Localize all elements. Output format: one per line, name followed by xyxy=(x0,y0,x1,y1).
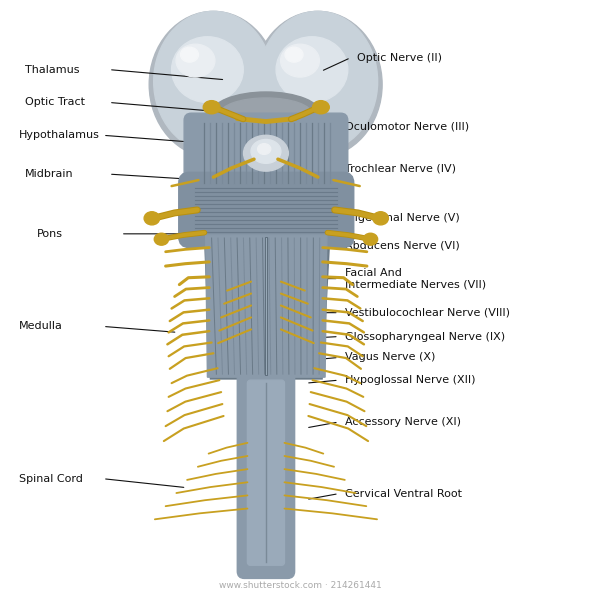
Text: Cervical Ventral Root: Cervical Ventral Root xyxy=(345,489,462,499)
Ellipse shape xyxy=(241,123,251,133)
Text: Trochlear Nerve (IV): Trochlear Nerve (IV) xyxy=(345,163,456,173)
Polygon shape xyxy=(206,235,327,377)
Text: www.shutterstock.com · 214261441: www.shutterstock.com · 214261441 xyxy=(218,580,382,590)
Text: Optic Nerve (II): Optic Nerve (II) xyxy=(357,53,442,63)
Ellipse shape xyxy=(257,144,271,155)
Ellipse shape xyxy=(181,47,199,62)
Ellipse shape xyxy=(258,12,377,152)
Text: Spinal Cord: Spinal Cord xyxy=(19,474,83,484)
Text: Thalamus: Thalamus xyxy=(25,65,80,75)
FancyBboxPatch shape xyxy=(237,367,295,579)
Ellipse shape xyxy=(211,92,321,137)
Text: Midbrain: Midbrain xyxy=(25,169,74,179)
FancyBboxPatch shape xyxy=(184,113,348,193)
Ellipse shape xyxy=(313,101,329,114)
Text: Vestibulocochlear Nerve (VIII): Vestibulocochlear Nerve (VIII) xyxy=(345,308,510,318)
Ellipse shape xyxy=(220,98,312,131)
Ellipse shape xyxy=(277,123,287,133)
Ellipse shape xyxy=(253,123,263,133)
Ellipse shape xyxy=(245,115,259,128)
Ellipse shape xyxy=(176,44,215,77)
Ellipse shape xyxy=(257,115,271,128)
Ellipse shape xyxy=(269,115,283,128)
Ellipse shape xyxy=(373,212,388,225)
Text: Abducens Nerve (VI): Abducens Nerve (VI) xyxy=(345,241,460,251)
Ellipse shape xyxy=(203,101,220,114)
Text: Medulla: Medulla xyxy=(19,321,63,331)
Text: Hypoglossal Nerve (XII): Hypoglossal Nerve (XII) xyxy=(345,375,475,385)
Ellipse shape xyxy=(149,12,278,158)
FancyBboxPatch shape xyxy=(179,172,354,247)
Ellipse shape xyxy=(276,37,348,103)
Ellipse shape xyxy=(154,12,273,152)
Ellipse shape xyxy=(281,115,295,128)
Ellipse shape xyxy=(259,534,272,555)
Text: Trigeminal Nerve (V): Trigeminal Nerve (V) xyxy=(345,213,460,222)
Ellipse shape xyxy=(281,44,319,77)
Ellipse shape xyxy=(254,12,382,158)
Polygon shape xyxy=(205,235,330,379)
Ellipse shape xyxy=(364,233,377,245)
Ellipse shape xyxy=(154,233,169,245)
Text: Glossopharyngeal Nerve (IX): Glossopharyngeal Nerve (IX) xyxy=(345,332,505,342)
Ellipse shape xyxy=(251,139,281,163)
Text: Facial And
Intermediate Nerves (VII): Facial And Intermediate Nerves (VII) xyxy=(345,268,486,290)
Ellipse shape xyxy=(244,135,289,171)
Text: Optic Tract: Optic Tract xyxy=(25,97,85,108)
Ellipse shape xyxy=(172,37,243,103)
FancyBboxPatch shape xyxy=(188,117,347,195)
FancyBboxPatch shape xyxy=(247,380,284,565)
Ellipse shape xyxy=(285,47,303,62)
Text: Pons: Pons xyxy=(37,229,63,239)
Ellipse shape xyxy=(265,123,275,133)
Text: Vagus Nerve (X): Vagus Nerve (X) xyxy=(345,353,435,362)
Text: Accessory Nerve (XI): Accessory Nerve (XI) xyxy=(345,417,461,427)
Text: Hypothalamus: Hypothalamus xyxy=(19,130,100,141)
Ellipse shape xyxy=(251,534,265,555)
Ellipse shape xyxy=(234,115,247,128)
Text: Oculomotor Nerve (III): Oculomotor Nerve (III) xyxy=(345,122,469,131)
Ellipse shape xyxy=(267,534,280,555)
Ellipse shape xyxy=(144,212,160,225)
